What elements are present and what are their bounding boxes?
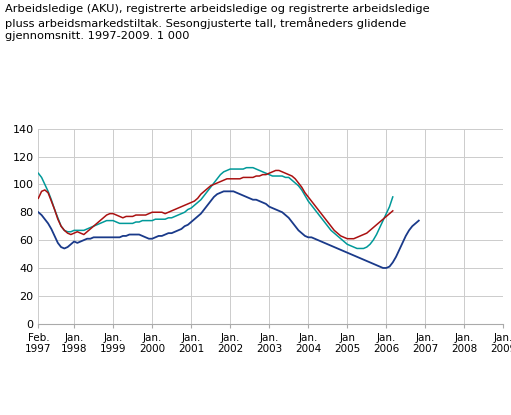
Legend: Registrerte
arbeidsledige, Arbeidsledige
(AKU), Registrerte arbeidsledige
+ tilt: Registrerte arbeidsledige, Arbeidsledige…: [74, 411, 468, 415]
Text: Arbeidsledige (AKU), registrerte arbeidsledige og registrerte arbeidsledige
plus: Arbeidsledige (AKU), registrerte arbeids…: [5, 4, 430, 42]
